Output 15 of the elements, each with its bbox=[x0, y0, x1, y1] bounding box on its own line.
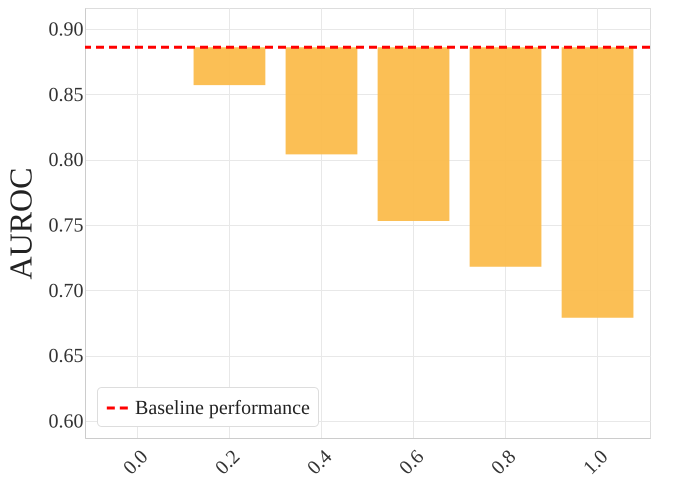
x-tick-label: 0.8 bbox=[487, 446, 520, 480]
y-tick-label: 0.70 bbox=[48, 280, 84, 302]
y-tick-label: 0.65 bbox=[48, 345, 84, 368]
y-axis-title: AUROC bbox=[2, 167, 38, 280]
legend-label: Baseline performance bbox=[135, 397, 310, 419]
y-tick-label: 0.75 bbox=[48, 214, 84, 236]
y-tick-label: 0.85 bbox=[48, 84, 84, 106]
x-tick-label: 0.4 bbox=[303, 446, 336, 480]
x-tick-label: 1.0 bbox=[579, 446, 612, 480]
y-tick-label: 0.80 bbox=[48, 149, 84, 172]
x-tick-label: 0.0 bbox=[119, 446, 152, 480]
y-tick-label: 0.90 bbox=[48, 18, 84, 40]
y-tick-label: 0.60 bbox=[48, 410, 84, 433]
x-tick-label: 0.6 bbox=[395, 446, 428, 480]
x-tick-label: 0.2 bbox=[211, 446, 244, 480]
